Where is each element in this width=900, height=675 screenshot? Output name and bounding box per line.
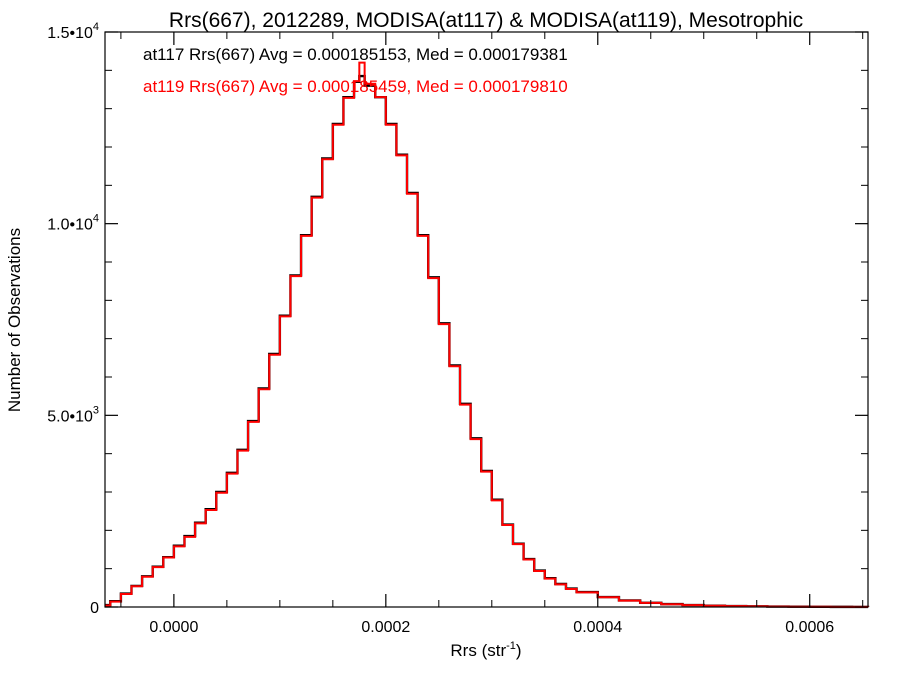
x-tick-label: 0.0000 (149, 619, 198, 636)
x-tick-label: 0.0006 (785, 619, 834, 636)
series-layer (105, 61, 870, 609)
ticks-layer: 0.0000 0.0002 0.0004 0.0006 0 5.0•103 1.0•104 1… (47, 21, 868, 636)
series-line-1 (105, 61, 869, 608)
y-axis-label: Number of Observations (5, 228, 24, 412)
annotation-at117: at117 Rrs(667) Avg = 0.000185153, Med = … (143, 45, 568, 64)
annotation-at119: at119 Rrs(667) Avg = 0.000185459, Med = … (143, 77, 568, 96)
x-tick-label: 0.0002 (361, 619, 410, 636)
plot-frame (104, 31, 869, 608)
chart-title: Rrs(667), 2012289, MODISA(at117) & MODIS… (169, 9, 803, 32)
series-line-0 (105, 74, 870, 609)
x-axis-label-base: Rrs (str (450, 641, 506, 660)
x-axis-label: Rrs (str-1) (450, 640, 521, 660)
x-axis-label-exponent: -1 (506, 640, 516, 652)
y-tick-label: 1.5•104 (47, 21, 99, 42)
y-tick-label: 0 (90, 600, 99, 617)
y-tick-label: 5.0•103 (47, 404, 99, 425)
y-tick-label: 1.0•104 (47, 213, 99, 234)
x-axis-label-close: ) (516, 641, 522, 660)
x-tick-label: 0.0004 (573, 619, 622, 636)
